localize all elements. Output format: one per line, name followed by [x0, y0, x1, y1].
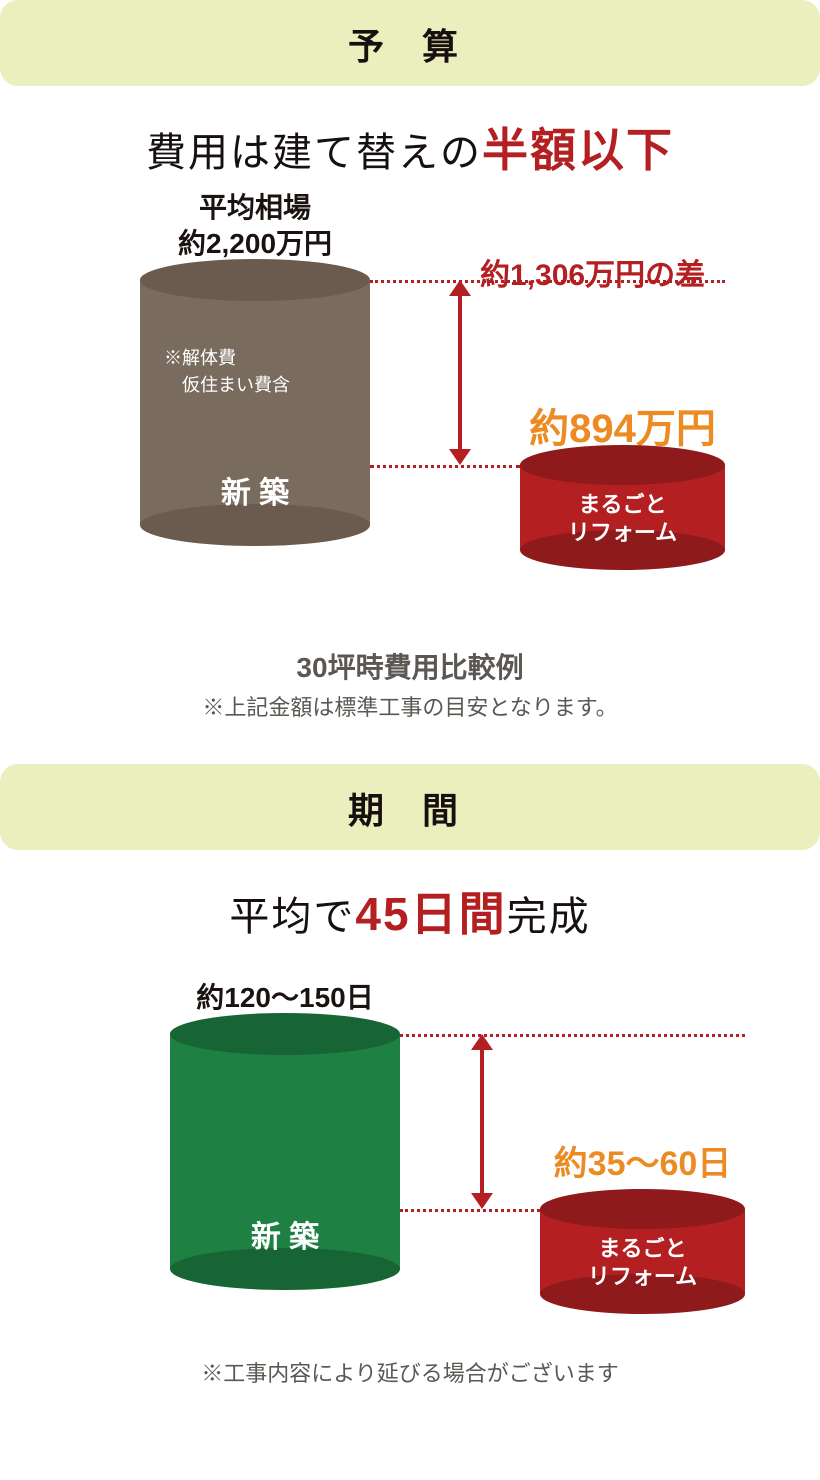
budget-section: 予 算 費用は建て替えの半額以下 平均相場 約2,200万円 約1,306万円の…: [0, 0, 820, 722]
period-header: 期 間: [0, 764, 820, 850]
period-right-main-l1: まるごと: [598, 1236, 686, 1261]
budget-right-main-l1: まるごと: [578, 492, 666, 517]
budget-caption-note: ※上記金額は標準工事の目安となります。: [0, 690, 820, 722]
dotted-line-bottom: [370, 465, 520, 468]
arrow-head-down-icon: [449, 449, 471, 465]
dotted-line-bottom: [400, 1209, 540, 1212]
budget-left-top-label-l2: 約2,200万円: [178, 228, 332, 259]
budget-left-top-label: 平均相場 約2,200万円: [130, 190, 380, 263]
diff-arrow: [480, 1034, 484, 1209]
budget-chart: 平均相場 約2,200万円 約1,306万円の差 ※解体費 仮住まい費含 新 築…: [50, 260, 770, 640]
cylinder-top: [140, 259, 370, 301]
period-right-cylinder: まるごと リフォーム: [540, 1189, 745, 1314]
budget-left-note-l1: ※解体費: [164, 348, 236, 368]
budget-headline-em: 半額以下: [482, 124, 674, 176]
dotted-line-top: [400, 1034, 745, 1037]
budget-headline: 費用は建て替えの半額以下: [0, 86, 820, 190]
arrow-head-down-icon: [471, 1193, 493, 1209]
dotted-line-top: [370, 280, 725, 283]
budget-right-main-l2: リフォーム: [568, 520, 677, 545]
budget-left-main-label: 新 築: [140, 475, 370, 513]
budget-left-note: ※解体費 仮住まい費含: [164, 345, 290, 399]
arrow-shaft: [480, 1048, 484, 1195]
period-headline: 平均で45日間完成: [0, 850, 820, 954]
budget-header: 予 算: [0, 0, 820, 86]
period-left-top-label: 約120〜150日: [160, 980, 410, 1016]
budget-headline-prefix: 費用は建て替えの: [146, 131, 482, 175]
period-left-cylinder: 新 築: [170, 1013, 400, 1290]
period-right-value: 約35〜60日: [520, 1136, 765, 1185]
diff-arrow: [458, 280, 462, 465]
budget-left-note-l2: 仮住まい費含: [164, 375, 290, 395]
period-right-main-label: まるごと リフォーム: [540, 1235, 745, 1290]
cylinder-top: [170, 1013, 400, 1055]
period-headline-em: 45日間: [355, 888, 506, 940]
period-headline-suffix: 完成: [507, 895, 591, 939]
period-headline-prefix: 平均で: [229, 895, 355, 939]
budget-diff-text: 約1,306万円の差: [480, 250, 705, 294]
period-caption-note: ※工事内容により延びる場合がございます: [0, 1356, 820, 1388]
budget-right-main-label: まるごと リフォーム: [520, 491, 725, 546]
cylinder-top: [540, 1189, 745, 1229]
arrow-shaft: [458, 294, 462, 451]
period-section: 期 間 平均で45日間完成 約120〜150日 新 築 約35〜60日 まるごと…: [0, 764, 820, 1388]
budget-left-cylinder: ※解体費 仮住まい費含 新 築: [140, 259, 370, 546]
cylinder-top: [520, 445, 725, 485]
period-chart: 約120〜150日 新 築 約35〜60日 まるごと リフォーム: [50, 1014, 770, 1354]
period-left-main-label: 新 築: [170, 1219, 400, 1257]
budget-caption: 30坪時費用比較例: [0, 646, 820, 686]
budget-right-cylinder: まるごと リフォーム: [520, 445, 725, 570]
period-right-main-l2: リフォーム: [588, 1264, 697, 1289]
budget-left-top-label-l1: 平均相場: [199, 192, 311, 223]
